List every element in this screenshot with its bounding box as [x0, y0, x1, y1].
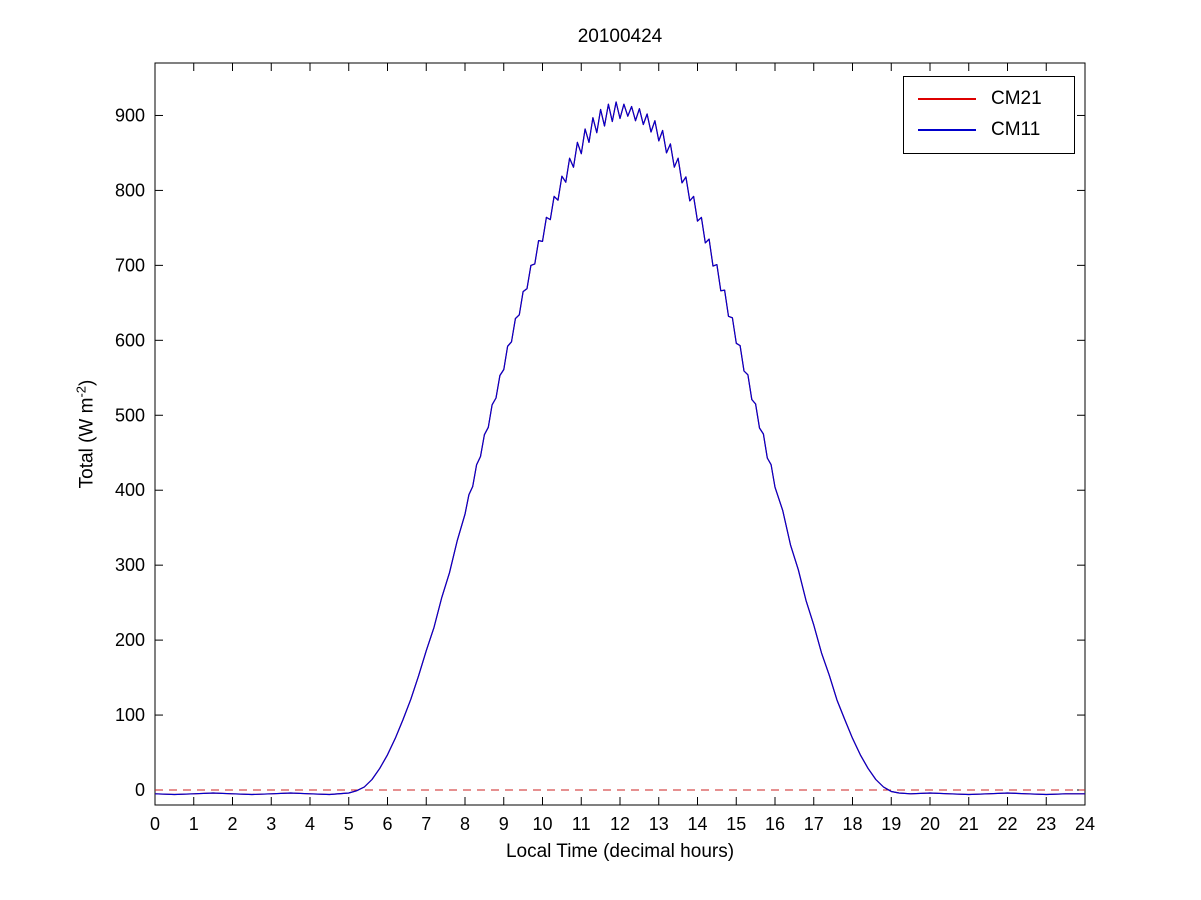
x-tick-label: 16 [765, 814, 785, 834]
x-tick-label: 21 [959, 814, 979, 834]
axes-box [154, 62, 1086, 806]
y-tick-label: 0 [135, 780, 145, 800]
x-tick-label: 19 [881, 814, 901, 834]
x-tick-label: 22 [997, 814, 1017, 834]
x-tick-label: 13 [649, 814, 669, 834]
x-tick-label: 4 [305, 814, 315, 834]
y-tick-label: 300 [115, 555, 145, 575]
legend-line-sample [918, 98, 976, 101]
y-tick-label: 600 [115, 330, 145, 350]
x-tick-label: 9 [499, 814, 509, 834]
x-axis-label: Local Time (decimal hours) [505, 841, 735, 862]
x-tick-label: 20 [920, 814, 940, 834]
x-tick-label: 3 [266, 814, 276, 834]
legend-entry-label: CM11 [991, 118, 1041, 140]
y-tick-label: 100 [115, 705, 145, 725]
y-tick-label: 900 [115, 105, 145, 125]
x-tick-label: 0 [150, 814, 160, 834]
x-tick-label: 8 [460, 814, 470, 834]
x-tick-label: 15 [726, 814, 746, 834]
y-tick-label: 200 [115, 630, 145, 650]
x-tick-label: 2 [227, 814, 237, 834]
chart-title: 20100424 [577, 26, 663, 47]
x-tick-label: 6 [382, 814, 392, 834]
x-tick-label: 17 [804, 814, 824, 834]
x-tick-label: 7 [421, 814, 431, 834]
x-tick-label: 11 [572, 814, 591, 834]
y-tick-label: 800 [115, 180, 145, 200]
x-tick-label: 12 [610, 814, 630, 834]
y-tick-label: 700 [115, 255, 145, 275]
x-tick-label: 24 [1075, 814, 1095, 834]
x-tick-label: 1 [189, 814, 199, 834]
x-tick-label: 5 [344, 814, 354, 834]
y-tick-label: 500 [115, 405, 145, 425]
legend-entry-cm11: CM11 [904, 115, 1074, 146]
legend-entry-cm21: CM21 [904, 84, 1074, 115]
series-line-cm11 [154, 101, 1085, 796]
x-tick-label: 10 [532, 814, 552, 834]
x-tick-label: 14 [687, 814, 707, 834]
y-tick-label: 400 [115, 480, 145, 500]
legend-box: CM21 CM11 [903, 76, 1075, 154]
legend-line-sample [918, 129, 976, 132]
legend-entry-label: CM21 [991, 88, 1042, 109]
x-tick-label: 18 [842, 814, 862, 834]
x-tick-label: 23 [1036, 814, 1056, 834]
